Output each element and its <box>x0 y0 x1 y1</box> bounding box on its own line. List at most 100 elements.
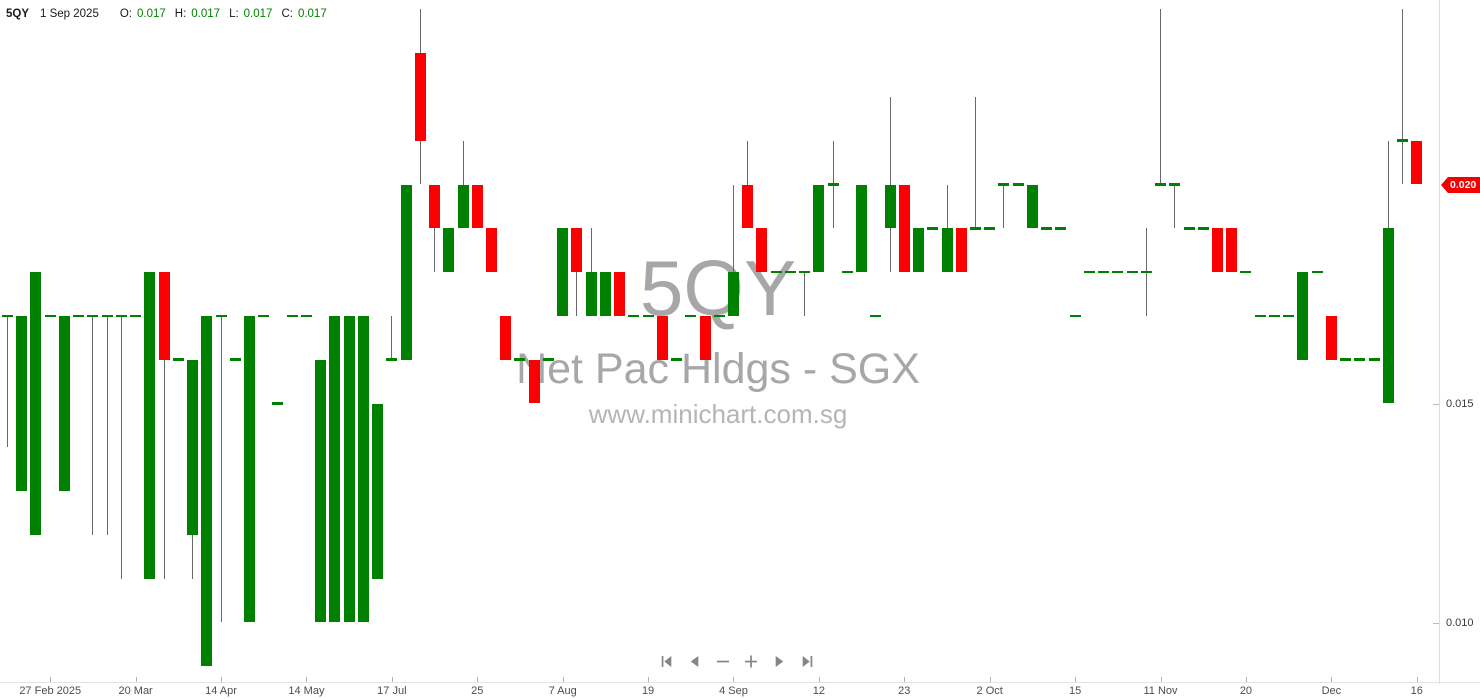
candle-body-up <box>187 359 199 535</box>
candle-body-down <box>1411 140 1423 185</box>
candle-body-down <box>614 272 626 316</box>
candle-doji-dash <box>514 358 526 361</box>
candle-body-down <box>656 315 668 360</box>
candle-doji-dash <box>1140 270 1152 274</box>
price-axis-tick <box>1433 622 1439 624</box>
candle-doji-dash <box>44 314 56 318</box>
candle-doji-dash <box>172 358 184 361</box>
candle-wick <box>1174 184 1176 229</box>
price-axis-tick <box>1433 403 1439 405</box>
candle-wick <box>462 140 464 229</box>
candle-doji-dash <box>1397 139 1409 142</box>
candle-body-up <box>58 315 70 492</box>
zoom-out-icon <box>717 660 729 663</box>
candle-body-down <box>414 53 426 141</box>
candle-doji-dash <box>1368 358 1380 361</box>
ohlc-value: 0.017 <box>243 8 273 20</box>
candle-doji-dash <box>1354 358 1366 361</box>
candle-doji-dash <box>969 227 981 230</box>
ohlc-values: O: 0.017 H: 0.017 L: 0.017 C: 0.017 <box>111 8 327 20</box>
candle-wick <box>7 315 8 448</box>
go-last-button[interactable] <box>800 654 815 669</box>
date-axis-label: 12 <box>812 685 826 697</box>
candle-doji-dash <box>130 314 142 318</box>
step-back-button[interactable] <box>688 654 703 669</box>
candle-doji-dash <box>671 358 683 361</box>
candle-body-up <box>243 315 255 623</box>
candle-doji-dash <box>1069 314 1081 318</box>
candle-body-up <box>443 228 455 273</box>
candle-doji-dash <box>1112 270 1124 274</box>
candle-body-down <box>471 184 483 229</box>
candle-body-down <box>571 228 583 273</box>
candle-body-up <box>599 272 611 316</box>
date-axis-tick <box>1416 677 1418 682</box>
candle-body-down <box>898 184 910 273</box>
candle-wick <box>220 315 222 623</box>
candle-wick <box>889 96 891 273</box>
date-axis-label: 4 Sep <box>719 685 748 697</box>
date-axis-label: 25 <box>471 685 484 697</box>
candle-body-up <box>557 228 569 316</box>
date-axis-tick <box>1075 677 1077 682</box>
candle-doji-dash <box>1254 314 1266 318</box>
step-forward-button[interactable] <box>772 654 787 669</box>
candle-doji-dash <box>300 314 312 318</box>
candle-doji-dash <box>642 314 654 318</box>
candle-wick <box>732 184 734 316</box>
date-axis-label: 19 <box>641 685 655 697</box>
candle-body-up <box>856 184 868 273</box>
candle-body-up <box>144 272 156 579</box>
candle-body-up <box>585 272 597 316</box>
candle-wick <box>391 315 393 360</box>
candle-doji-dash <box>258 314 270 318</box>
candle-body-down <box>158 272 170 360</box>
date-axis-tick <box>1245 677 1247 682</box>
candle-wick <box>576 228 578 316</box>
candle-doji-dash <box>215 314 227 318</box>
candle-body-down <box>955 228 967 273</box>
date-axis-label: 17 Jul <box>377 685 407 697</box>
candle-doji-dash <box>542 358 554 361</box>
candle-wick <box>434 184 436 273</box>
candle-doji-dash <box>87 314 99 318</box>
go-first-button[interactable] <box>660 654 675 669</box>
candle-doji-dash <box>286 314 298 318</box>
candle-wick <box>974 96 976 229</box>
candle-doji-dash <box>827 183 839 186</box>
date-axis-label: Dec <box>1321 685 1342 697</box>
date-axis-tick <box>733 677 735 682</box>
candle-body-up <box>941 228 953 273</box>
candle-doji-dash <box>1083 270 1095 274</box>
date-axis-tick <box>306 677 308 682</box>
zoom-in-button[interactable] <box>744 654 759 669</box>
date-axis-tick <box>477 677 479 682</box>
candle-wick <box>1003 184 1005 229</box>
candle-body-down <box>429 184 441 229</box>
date-axis-label: 20 <box>1239 685 1253 697</box>
date-axis-label: 23 <box>898 685 911 697</box>
date-axis-tick <box>50 677 52 682</box>
date-axis-tick <box>818 677 820 682</box>
candle-doji-dash <box>784 270 796 274</box>
ohlc-label: H: <box>174 8 187 20</box>
candle-doji-dash <box>1155 183 1167 186</box>
ohlc-value: 0.017 <box>137 8 166 20</box>
zoom-in-icon <box>745 655 757 668</box>
candle-body-up <box>1297 272 1309 360</box>
date-axis-tick <box>1160 677 1162 682</box>
candle-doji-dash <box>2 314 13 318</box>
date-axis-tick <box>1331 677 1333 682</box>
candle-doji-dash <box>1169 183 1181 186</box>
date-axis-tick <box>562 677 564 682</box>
candle-body-up <box>329 315 341 623</box>
candle-body-down <box>756 228 768 273</box>
candle-doji-dash <box>685 314 697 318</box>
candle-doji-dash <box>1012 183 1024 186</box>
candle-body-down <box>742 184 754 229</box>
candle-body-down <box>500 315 512 360</box>
ohlc-label: C: <box>281 8 293 20</box>
zoom-out-button[interactable] <box>716 654 731 669</box>
candle-doji-dash <box>1041 227 1053 230</box>
